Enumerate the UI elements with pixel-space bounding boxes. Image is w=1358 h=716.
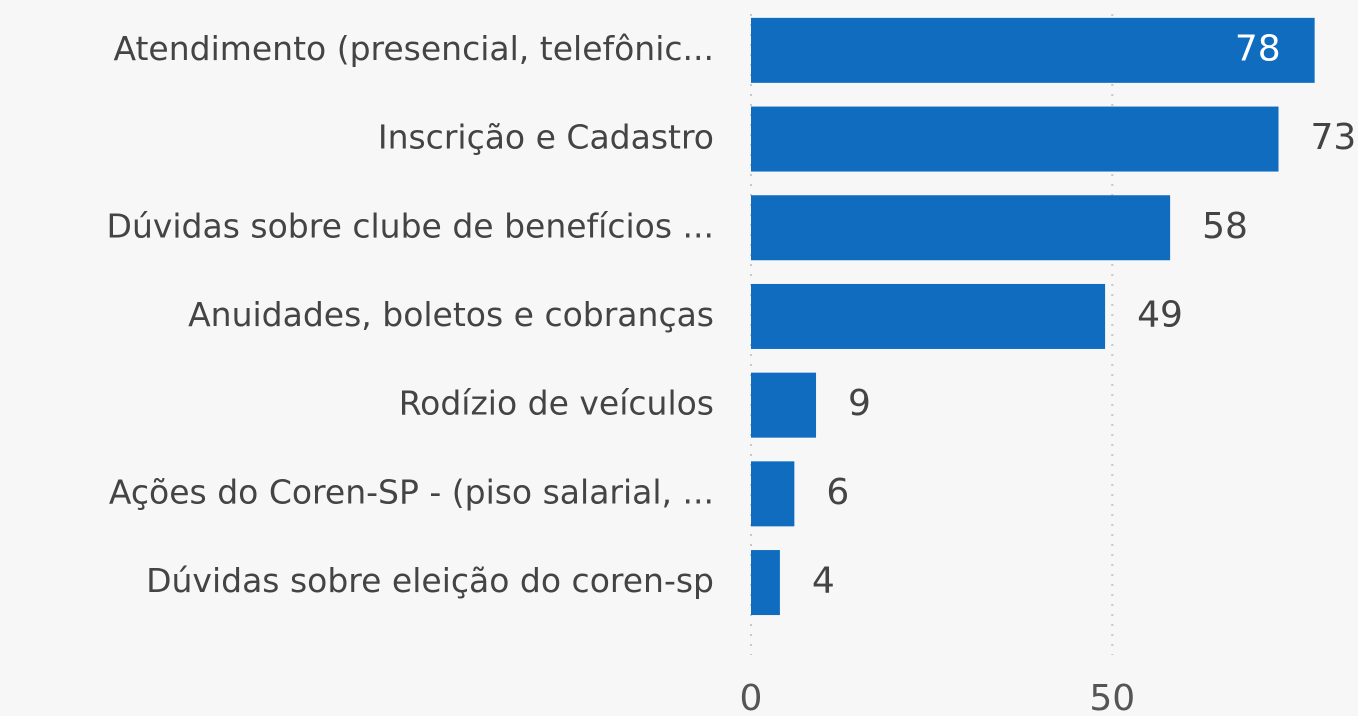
value-label: 6	[826, 472, 849, 513]
bar	[751, 550, 780, 616]
x-tick-label: 0	[740, 678, 763, 716]
y-tick-label: Inscrição e Cadastro	[378, 118, 714, 157]
y-tick-label: Anuidades, boletos e cobranças	[188, 295, 714, 334]
y-tick-label: Dúvidas sobre clube de benefícios ...	[107, 206, 714, 245]
value-label: 49	[1137, 294, 1183, 335]
y-tick-label: Ações do Coren-SP - (piso salarial, ...	[109, 472, 714, 511]
value-label: 58	[1202, 206, 1248, 247]
value-label: 73	[1311, 117, 1357, 158]
bar	[751, 461, 795, 527]
y-tick-label: Atendimento (presencial, telefônic...	[113, 29, 714, 68]
x-tick-label: 50	[1089, 678, 1135, 716]
bar	[751, 283, 1106, 349]
y-tick-label: Rodízio de veículos	[399, 384, 714, 423]
value-label: 4	[812, 561, 835, 602]
y-tick-label: Dúvidas sobre eleição do coren-sp	[146, 561, 714, 600]
bar	[751, 195, 1171, 261]
value-label: 78	[1235, 28, 1281, 69]
bar	[751, 372, 817, 438]
bar	[751, 17, 1315, 83]
bar	[751, 106, 1279, 172]
value-label: 9	[848, 383, 871, 424]
